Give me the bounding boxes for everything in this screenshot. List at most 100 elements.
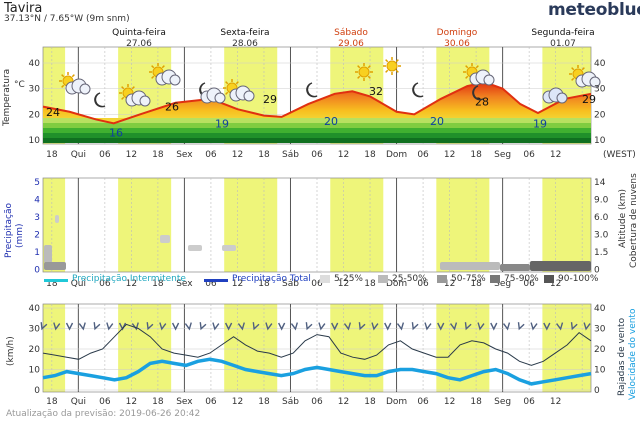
daylight-band <box>330 304 384 392</box>
wind-direction-arrow <box>517 322 525 331</box>
time-tick: 18 <box>258 150 270 160</box>
wind-direction-arrow <box>93 322 101 331</box>
wind-ytick-left: 0 <box>34 386 40 396</box>
cloud-icon <box>125 90 151 107</box>
wind-direction-arrow <box>53 322 61 331</box>
time-tick: 06 <box>417 397 429 407</box>
wind-direction-arrow <box>396 322 405 331</box>
wind-direction-arrow <box>411 322 419 331</box>
daylight-band <box>118 178 172 272</box>
cloud-icon <box>469 69 495 86</box>
wind-direction-arrow <box>252 322 260 331</box>
temperature-fill <box>43 82 591 124</box>
time-tick: 06 <box>311 150 323 160</box>
time-tick: 06 <box>99 397 111 407</box>
day-header-4: Domingo 30.06 <box>436 28 478 49</box>
temperature-label: 20 <box>430 115 444 128</box>
wind-ytick-right: 20 <box>594 345 606 355</box>
wind-direction-arrow <box>556 322 564 331</box>
wind-direction-arrow <box>464 322 472 331</box>
cloud-icon <box>200 87 226 104</box>
time-tick: Seg <box>494 150 511 160</box>
wind-direction-arrow <box>159 322 167 331</box>
time-tick: Sáb <box>282 279 299 289</box>
time-tick: 18 <box>364 150 376 160</box>
daylight-band <box>436 178 490 272</box>
wind-direction-arrow <box>449 322 458 331</box>
temp-ytick-left: 10 <box>29 136 41 146</box>
cloud-cover-block <box>160 235 170 243</box>
time-tick: Sáb <box>282 397 299 407</box>
time-tick: 12 <box>550 150 561 160</box>
time-tick: Sex <box>176 279 193 289</box>
legend-c4: 75-90% <box>504 274 539 284</box>
cloud-cover-block <box>188 245 202 251</box>
temperature-label: 29 <box>263 93 277 106</box>
daylight-band <box>224 178 278 272</box>
time-tick: Dom <box>386 279 407 289</box>
time-tick: 12 <box>126 150 137 160</box>
cloud-icon <box>155 69 181 86</box>
altitude-ytick: 1.5 <box>594 248 608 258</box>
precip-ytick: 2 <box>34 231 40 241</box>
daylight-band <box>43 304 66 392</box>
precip-ytick: 5 <box>34 178 40 188</box>
time-tick: 06 <box>311 279 323 289</box>
wind-speed-line <box>42 357 592 386</box>
time-tick: 18 <box>46 397 58 407</box>
day-header-1: Quinta-feira 27.06 <box>112 28 166 49</box>
time-tick: 06 <box>205 397 217 407</box>
temperature-label: 24 <box>46 106 60 119</box>
legend-intermittent-swatch <box>44 279 68 282</box>
temperature-label: 29 <box>582 93 596 106</box>
location-coords: 37.13°N / 7.65°W (9m snm) <box>4 14 130 24</box>
wind-ytick-left: 40 <box>29 304 41 314</box>
temp-ytick-left: 40 <box>29 59 41 69</box>
wind-ytick-left: 10 <box>29 366 41 376</box>
legend-c2-swatch <box>378 275 388 283</box>
daylight-band <box>330 178 384 272</box>
legend-total-swatch <box>204 279 228 282</box>
wind-direction-arrow <box>65 322 74 331</box>
wind-direction-arrow <box>278 322 286 331</box>
precip-ytick: 1 <box>34 248 40 258</box>
temperature-label: 26 <box>165 101 179 114</box>
time-tick: 18 <box>470 150 482 160</box>
wind-direction-arrow <box>583 322 591 331</box>
cloud-icon <box>229 85 255 102</box>
wind-direction-arrow <box>265 322 273 331</box>
temp-ytick-right: 40 <box>594 59 606 69</box>
time-tick: 18 <box>46 150 58 160</box>
temperature-label: 20 <box>324 115 338 128</box>
time-tick: Qui <box>71 150 86 160</box>
wind-direction-arrow <box>477 322 485 331</box>
wind-direction-arrow <box>490 322 498 331</box>
time-tick: Dom <box>386 397 407 407</box>
time-tick: 18 <box>152 397 164 407</box>
time-tick: 12 <box>444 397 455 407</box>
wind-direction-arrow <box>424 322 432 331</box>
temperature-line <box>42 81 592 125</box>
temperature-panel: 24 16 26 19 29 20 32 20 28 19 29 <box>42 46 601 145</box>
brand-logo[interactable]: meteoblue <box>548 0 640 20</box>
legend-total: Precipitação Total <box>232 274 311 284</box>
time-tick: 06 <box>417 150 429 160</box>
legend-c1: 5-25% <box>334 274 363 284</box>
wind-direction-arrow <box>384 322 392 331</box>
wind-direction-arrow <box>502 322 511 331</box>
moon-icon <box>94 92 106 108</box>
wind-direction-arrow <box>237 322 245 331</box>
time-tick: 12 <box>126 397 137 407</box>
wind-direction-arrow <box>131 322 139 331</box>
time-tick: Qui <box>71 397 86 407</box>
legend-c3: 50-75% <box>451 274 486 284</box>
wind-direction-arrow <box>530 322 538 331</box>
moon-icon <box>472 85 484 101</box>
time-tick: 12 <box>338 150 349 160</box>
wind-direction-arrow <box>371 322 379 331</box>
time-tick: 18 <box>258 397 270 407</box>
day-header-5: Segunda-feira 01.07 <box>531 28 595 49</box>
wind-ytick-right: 40 <box>594 304 606 314</box>
wind-direction-arrow <box>184 322 192 331</box>
time-tick: 18 <box>152 150 164 160</box>
